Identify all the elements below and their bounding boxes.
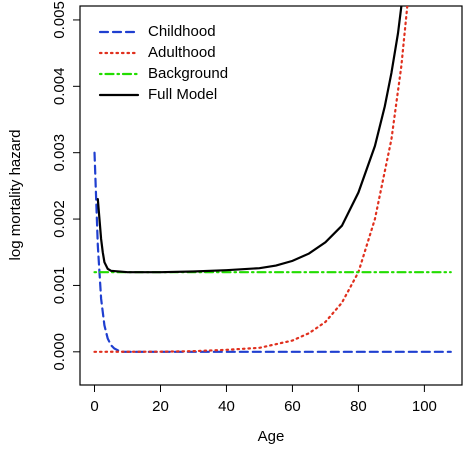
x-tick-label: 60	[284, 398, 301, 415]
plot-frame	[79, 5, 463, 386]
y-tick-label: 0.005	[51, 1, 68, 39]
series-line	[93, 6, 409, 353]
legend-label: Background	[148, 65, 228, 82]
x-tick-label: 0	[90, 398, 98, 415]
legend-label: Full Model	[148, 86, 217, 103]
legend-label: Childhood	[148, 23, 216, 40]
legend-label: Adulthood	[148, 44, 216, 61]
y-axis-label: log mortality hazard	[7, 130, 24, 261]
y-tick-label: 0.000	[51, 333, 68, 371]
x-tick-label: 100	[412, 398, 437, 415]
y-tick-label: 0.002	[51, 200, 68, 238]
y-tick-label: 0.003	[51, 134, 68, 172]
series-line	[96, 6, 403, 274]
x-tick-label: 20	[152, 398, 169, 415]
series-line	[93, 151, 452, 353]
x-tick-label: 40	[218, 398, 235, 415]
x-axis-label: Age	[258, 428, 285, 445]
y-tick-label: 0.001	[51, 267, 68, 305]
plot-area	[93, 6, 452, 353]
x-tick-label: 80	[350, 398, 367, 415]
y-tick-label: 0.004	[51, 68, 68, 106]
